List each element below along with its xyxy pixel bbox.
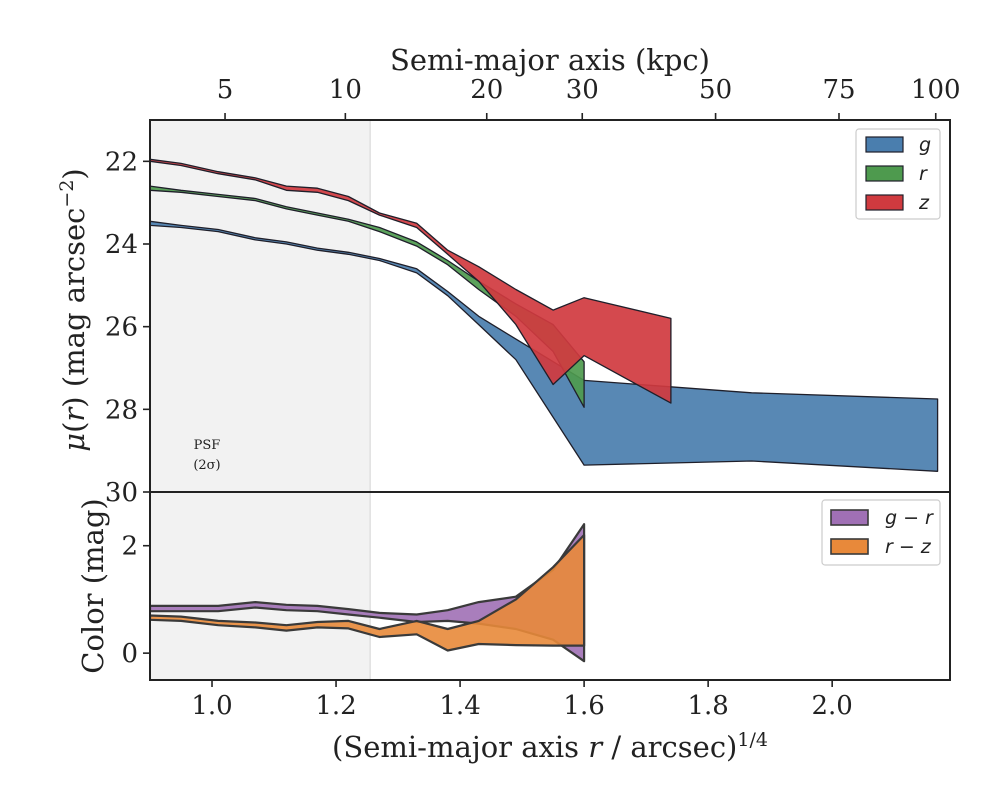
kpc-tick-label-6: 100 <box>911 75 961 105</box>
legend-bands: grz <box>855 128 941 220</box>
psf-shaded-region-top <box>150 120 371 492</box>
psf-label-line2: (2σ) <box>193 458 220 473</box>
kpc-tick-label-5: 75 <box>822 75 855 105</box>
y-tick-label-26: 26 <box>105 313 138 343</box>
legend-colors: g − r r − z <box>821 499 941 566</box>
kpc-top-axis-ticks: 5 10 20 30 50 75 100 <box>217 75 961 120</box>
legend-label-g: g <box>919 134 931 156</box>
psf-shaded-region-bottom <box>150 492 371 680</box>
surface-brightness-y-ticks: 22 24 26 28 30 <box>105 147 150 508</box>
color-y-tick-label-0: 0 <box>121 639 138 669</box>
kpc-tick-label-4: 50 <box>699 75 732 105</box>
kpc-tick-label-3: 30 <box>566 75 599 105</box>
legend-swatch-color-0 <box>830 509 869 526</box>
legend-label-color-1: r − z <box>885 536 932 558</box>
bottom-axes-frame <box>149 491 951 681</box>
kpc-tick-label-2: 20 <box>470 75 503 105</box>
surface-brightness-series <box>150 158 939 472</box>
color-panel: 02 1.0 1.2 1.4 1.6 1.8 2.0 Color (mag) (Semi-… <box>76 492 941 764</box>
legend-swatch-r <box>865 165 904 182</box>
color-y-label: Color (mag) <box>76 498 110 673</box>
g-minus-r-area <box>150 523 586 663</box>
kpc-tick-label-1: 10 <box>329 75 362 105</box>
surface-brightness-panel: PSF (2σ) 22 24 26 28 30 5 10 20 30 50 75 100 Semi-… <box>56 43 961 508</box>
surface-brightness-y-label: μ(r) (mag arcsec−2) <box>56 168 91 452</box>
kpc-axis-title: Semi-major axis (kpc) <box>390 43 710 77</box>
arcsec-x-axis-title: (Semi-major axis r / arcsec)1/4 <box>332 729 768 764</box>
legend-swatch-g <box>865 136 904 153</box>
y-tick-label-28: 28 <box>105 395 138 425</box>
x-tick-label-2: 1.4 <box>439 691 480 721</box>
x-tick-label-4: 1.8 <box>687 691 728 721</box>
arcsec-x-ticks: 1.0 1.2 1.4 1.6 1.8 2.0 <box>191 680 853 721</box>
kpc-tick-label-0: 5 <box>217 75 234 105</box>
x-tick-label-0: 1.0 <box>191 691 232 721</box>
x-tick-label-5: 2.0 <box>811 691 852 721</box>
band-g-area <box>150 220 939 472</box>
x-tick-label-1: 1.2 <box>315 691 356 721</box>
band-z-area <box>150 158 672 404</box>
legend-label-z: z <box>918 192 930 214</box>
y-tick-label-30: 30 <box>105 478 138 508</box>
color-y-ticks: 02 <box>121 532 150 669</box>
color-y-tick-label-2: 2 <box>121 532 138 562</box>
x-tick-label-3: 1.6 <box>563 691 604 721</box>
psf-label-line1: PSF <box>194 438 221 453</box>
y-tick-label-24: 24 <box>105 230 138 260</box>
legend-swatch-color-1 <box>830 538 869 555</box>
y-tick-label-22: 22 <box>105 147 138 177</box>
legend-label-r: r <box>919 163 928 185</box>
color-series <box>150 523 586 663</box>
legend-label-color-0: g − r <box>885 507 934 529</box>
legend-swatch-z <box>865 194 904 211</box>
r-minus-z-area <box>150 533 586 652</box>
